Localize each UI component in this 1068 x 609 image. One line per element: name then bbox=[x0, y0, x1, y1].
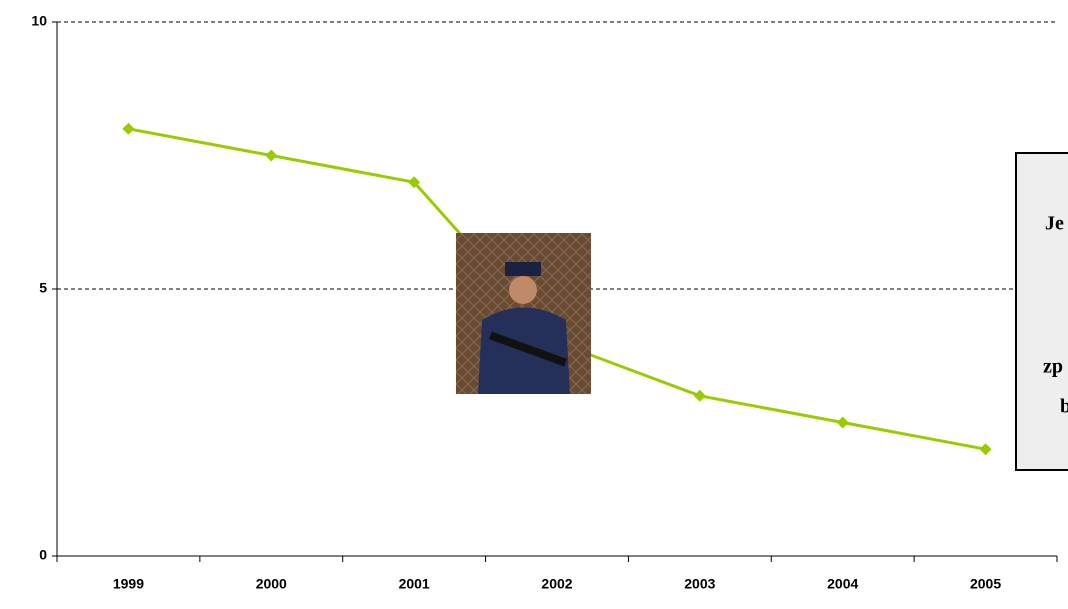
annotation-text: zp bbox=[1043, 356, 1063, 378]
y-tick-label: 0 bbox=[39, 547, 47, 563]
marker bbox=[122, 123, 134, 135]
picture bbox=[456, 233, 591, 394]
x-tick-label: 2005 bbox=[970, 576, 1001, 592]
x-tick-label: 2001 bbox=[399, 576, 430, 592]
marker bbox=[694, 390, 706, 402]
x-tick-label: 2003 bbox=[684, 576, 715, 592]
x-tick-label: 2000 bbox=[256, 576, 287, 592]
annotation-text: Je bbox=[1045, 213, 1064, 235]
marker bbox=[980, 443, 992, 455]
x-tick-label: 2004 bbox=[827, 576, 858, 592]
chart: 0 5 10 1999 2000 2001 2002 2003 2004 2005 Je zp b bbox=[0, 0, 1068, 604]
annotation-box bbox=[1016, 153, 1068, 470]
y-tick-label: 5 bbox=[39, 280, 47, 296]
y-tick-label: 10 bbox=[31, 13, 47, 29]
page: 05101999200020012002200320042005 Jezpb (… bbox=[0, 0, 1068, 604]
annotation-text: b bbox=[1060, 396, 1068, 418]
x-tick-label: 2002 bbox=[541, 576, 572, 592]
x-tick-label: 1999 bbox=[113, 576, 144, 592]
marker bbox=[265, 150, 277, 162]
marker bbox=[837, 417, 849, 429]
